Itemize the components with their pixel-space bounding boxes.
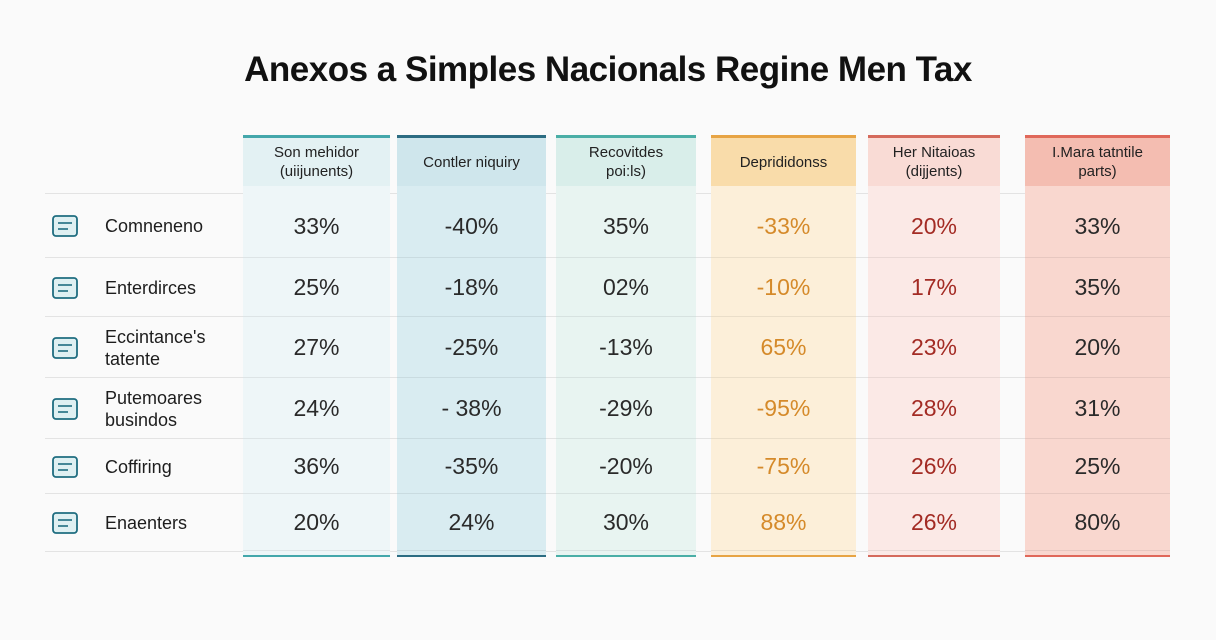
table-cell: -10% <box>711 259 856 317</box>
table-cell: -35% <box>397 440 546 494</box>
table-cell: 20% <box>1025 318 1170 378</box>
table-cell: 35% <box>1025 259 1170 317</box>
column: Her Nitaioas (dijjents) 20% 17% 23% 28% 26% 26… <box>868 135 1000 557</box>
column-header: Her Nitaioas (dijjents) <box>868 138 1000 186</box>
table-cell: 65% <box>711 318 856 378</box>
table-cell: 24% <box>397 495 546 551</box>
column-header: I.Mara tatntile parts) <box>1025 138 1170 186</box>
table-cell: 30% <box>556 495 696 551</box>
row-label: Putemoares busindos <box>105 387 203 430</box>
column-header: Son mehidor (uiijunents) <box>243 138 390 186</box>
column: Contler niquiry -40% -18% -25% - 38% -35% 24% <box>397 135 546 557</box>
column-header: Deprididonss <box>711 138 856 186</box>
column: Recovitdes poi:ls) 35% 02% -13% -29% -20% 30% <box>556 135 696 557</box>
title: Anexos a Simples Nacionals Regine Men Ta… <box>244 50 972 89</box>
table-cell: -95% <box>711 379 856 439</box>
table-cell: -33% <box>711 195 856 258</box>
column: Son mehidor (uiijunents) 33% 25% 27% 24% 36% 2… <box>243 135 390 557</box>
row-icon <box>52 336 78 359</box>
table-cell: 31% <box>1025 379 1170 439</box>
table-cell: -29% <box>556 379 696 439</box>
row-icon <box>52 276 78 299</box>
table-cell: -40% <box>397 195 546 258</box>
row-label: Enterdirces <box>105 277 197 298</box>
table-cell: 25% <box>1025 440 1170 494</box>
row-icon <box>52 511 78 534</box>
table-cell: 20% <box>868 195 1000 258</box>
row-icon <box>52 455 78 478</box>
table-cell: 20% <box>243 495 390 551</box>
table-cell: 24% <box>243 379 390 439</box>
row-label: Comneneno <box>105 216 204 236</box>
table-cell: 27% <box>243 318 390 378</box>
row-icon <box>52 397 78 420</box>
table-cell: -25% <box>397 318 546 378</box>
table-cell: 17% <box>868 259 1000 317</box>
table-cell: -13% <box>556 318 696 378</box>
column-header: Contler niquiry <box>397 138 546 186</box>
table-cell: 36% <box>243 440 390 494</box>
row-label: Eccintance's tatente <box>105 326 206 369</box>
table-cell: 33% <box>1025 195 1170 258</box>
table-cell: -75% <box>711 440 856 494</box>
table-cell: -18% <box>397 259 546 317</box>
column: Deprididonss -33% -10% 65% -95% -75% 88% <box>711 135 856 557</box>
table-cell: 88% <box>711 495 856 551</box>
table-cell: 28% <box>868 379 1000 439</box>
column-header: Recovitdes poi:ls) <box>556 138 696 186</box>
table-cell: 25% <box>243 259 390 317</box>
table-cell: 26% <box>868 440 1000 494</box>
row-icon <box>52 215 78 237</box>
table-cell: 35% <box>556 195 696 258</box>
table-cell: 33% <box>243 195 390 258</box>
table-cell: 02% <box>556 259 696 317</box>
table-cell: 23% <box>868 318 1000 378</box>
row-label: Enaenters <box>105 512 188 533</box>
table-cell: 26% <box>868 495 1000 551</box>
column: I.Mara tatntile parts) 33% 35% 20% 31% 25% 80% <box>1025 135 1170 557</box>
table-cell: - 38% <box>397 379 546 439</box>
table-cell: 80% <box>1025 495 1170 551</box>
row-label: Coffiring <box>105 456 172 477</box>
table-cell: -20% <box>556 440 696 494</box>
